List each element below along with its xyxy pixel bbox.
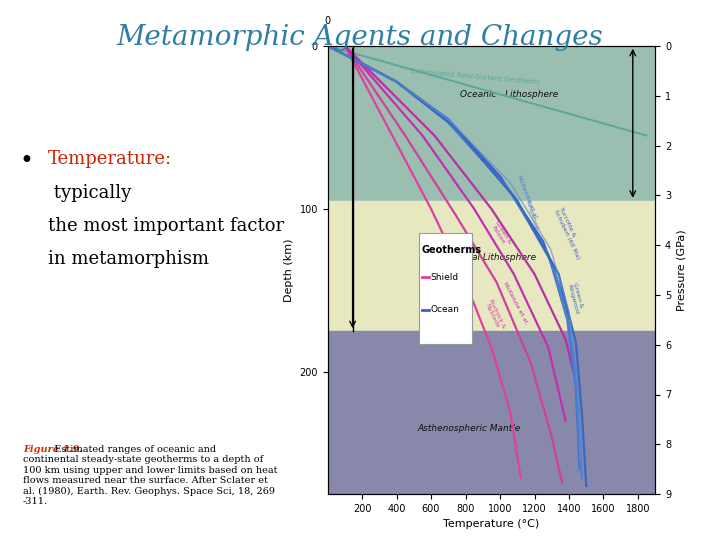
Text: Geotherms: Geotherms [422,245,482,255]
X-axis label: Temperature (°C): Temperature (°C) [444,519,539,529]
Y-axis label: Pressure (GPa): Pressure (GPa) [677,229,687,311]
Y-axis label: Depth (km): Depth (km) [284,238,294,302]
Text: Figure 1.9.: Figure 1.9. [23,445,83,454]
Text: Green &
Ringwood: Green & Ringwood [567,282,585,315]
Text: Temperature:: Temperature: [48,150,172,168]
Text: Oceanic   Lithosphere: Oceanic Lithosphere [459,90,558,99]
Text: Extrapolated Near-Surface Geotherm: Extrapolated Near-Surface Geotherm [410,68,539,85]
Text: Estimated ranges of oceanic and
continental steady-state geotherms to a depth of: Estimated ranges of oceanic and continen… [23,445,277,506]
Text: in metamorphism: in metamorphism [48,250,209,268]
Text: Ocean: Ocean [431,306,459,314]
Text: the most important factor: the most important factor [48,217,284,235]
Text: Rudnick &
Nyblade: Rudnick & Nyblade [483,298,506,332]
Text: Green &
Faloon: Green & Faloon [490,219,513,247]
Text: McKenzie et al.: McKenzie et al. [502,281,529,326]
Text: Jaupres &
Mareschal: Jaupres & Mareschal [449,293,470,327]
Text: Metamorphic Agents and Changes: Metamorphic Agents and Changes [117,24,603,51]
Text: •: • [19,150,34,173]
Bar [419,233,472,344]
Text: Continental Lithosphere: Continental Lithosphere [428,253,536,262]
Text: Turcotte &
Schubert (60 Ma): Turcotte & Schubert (60 Ma) [553,206,585,260]
Text: McKenzie et al.: McKenzie et al. [516,174,539,220]
Text: 0: 0 [325,16,330,26]
Text: typically: typically [48,184,131,201]
Text: Shield: Shield [431,273,459,282]
Text: Asthenospheric Mantle: Asthenospheric Mantle [418,424,521,434]
Text: Ringwood: Ringwood [524,200,539,231]
